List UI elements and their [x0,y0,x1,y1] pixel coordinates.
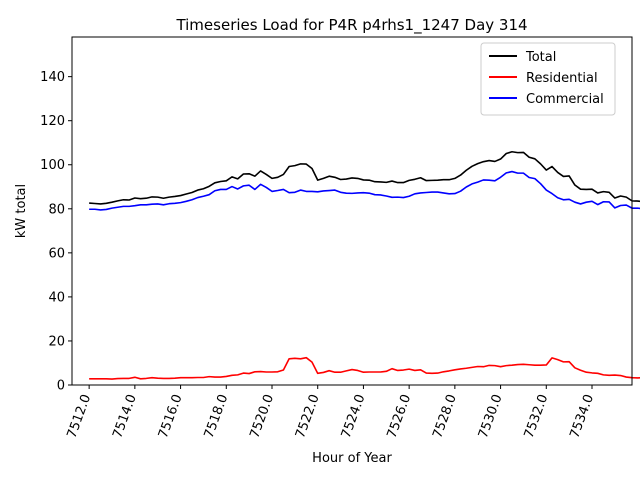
y-tick-label: 140 [40,70,65,85]
series-line-total [89,150,640,205]
x-tick-label: 7522.0 [293,392,323,440]
legend: Total Residential Commercial [480,42,616,116]
x-tick-label: 7532.0 [522,392,552,440]
x-axis-label: Hour of Year [312,451,392,466]
x-tick-label: 7524.0 [339,392,369,440]
x-tick-label: 7526.0 [385,392,415,440]
x-tick-label: 7520.0 [247,392,277,440]
series-line-residential [89,356,640,380]
legend-entry-commercial: Commercial [489,92,604,107]
y-tick-label: 0 [57,379,65,394]
legend-label-total: Total [525,50,556,65]
chart-title: Timeseries Load for P4R p4rhs1_1247 Day … [175,16,527,35]
x-tick-label: 7534.0 [567,392,597,440]
x-tick-label: 7530.0 [476,392,506,440]
legend-entry-residential: Residential [489,71,598,86]
legend-label-commercial: Commercial [526,92,604,107]
x-tick-label: 7518.0 [202,392,232,440]
legend-entry-total: Total [489,50,556,65]
y-tick-label: 60 [48,246,65,261]
y-tick-label: 40 [48,290,65,305]
series-line-commercial [89,170,640,211]
plot-frame [71,36,633,386]
x-tick-label: 7528.0 [430,392,460,440]
x-tick-label: 7512.0 [65,392,95,440]
legend-label-residential: Residential [526,71,598,86]
x-axis-ticks: 7512.0 7514.0 7516.0 7518.0 7520.0 7522.0 7524… [65,385,597,440]
y-tick-label: 20 [48,334,65,349]
y-axis-label: kW total [14,184,29,238]
y-tick-label: 100 [40,158,65,173]
x-tick-label: 7516.0 [156,392,186,440]
y-tick-label: 120 [40,114,65,129]
series-layer [89,150,640,380]
y-tick-label: 80 [48,202,65,217]
x-tick-label: 7514.0 [110,392,140,440]
y-axis-ticks: 0 20 40 60 80 100 120 140 [40,70,72,394]
